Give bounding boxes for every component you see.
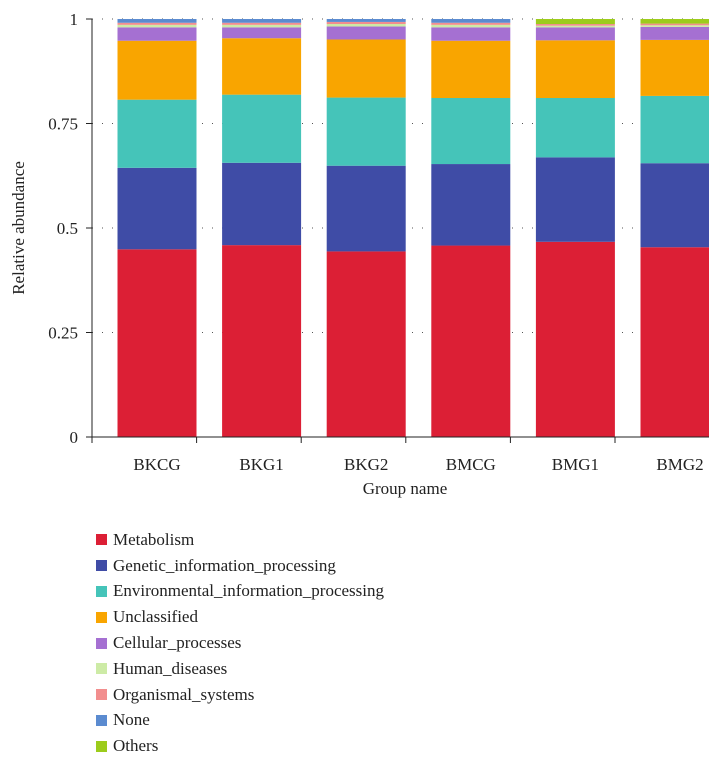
legend-label: Organismal_systems [113, 685, 254, 705]
y-tick-label: 0 [70, 428, 79, 447]
legend-item: Organismal_systems [96, 682, 384, 708]
bar-segment [327, 27, 406, 40]
legend-swatch [96, 534, 107, 545]
bar-segment [641, 25, 709, 27]
legend-item: Others [96, 733, 384, 759]
legend-label: None [113, 710, 150, 730]
legend-item: Human_diseases [96, 656, 384, 682]
y-tick-label: 0.5 [57, 219, 78, 238]
legend: Metabolism Genetic_information_processing… [96, 527, 384, 759]
bar-segment [431, 27, 510, 40]
bar-segment [327, 166, 406, 252]
bar-segment [118, 100, 197, 168]
bar-segment [641, 163, 709, 247]
bar-segment [118, 249, 197, 437]
y-tick-label: 0.25 [48, 324, 78, 343]
x-tick-label: BMCG [446, 455, 496, 474]
bar-segment [222, 245, 301, 437]
bar-segment [327, 39, 406, 97]
bar-segment [536, 242, 615, 437]
bar-segment [431, 164, 510, 246]
legend-label: Cellular_processes [113, 633, 241, 653]
x-tick-label: BKCG [133, 455, 180, 474]
bar-segment [327, 98, 406, 166]
bar-segment [431, 19, 510, 23]
bar-segment [641, 24, 709, 26]
bar-segment [431, 23, 510, 25]
bar-segment [222, 95, 301, 163]
bar-segment [536, 157, 615, 241]
bar-segment [641, 27, 709, 40]
bar-segment [222, 27, 301, 38]
x-tick-label: BMG2 [656, 455, 703, 474]
bar-segment [641, 40, 709, 96]
y-axis-title: Relative abundance [9, 161, 28, 295]
legend-swatch [96, 689, 107, 700]
bar-segment [536, 26, 615, 28]
legend-swatch [96, 586, 107, 597]
legend-label: Others [113, 736, 158, 756]
bar-segment [222, 163, 301, 245]
bar-segment [118, 25, 197, 28]
y-tick-label: 1 [70, 10, 79, 29]
bar-segment [222, 38, 301, 94]
bar-segment [536, 19, 615, 24]
bar-segment [641, 247, 709, 437]
legend-item: Metabolism [96, 527, 384, 553]
legend-swatch [96, 612, 107, 623]
bar-segment [536, 27, 615, 40]
x-axis-title: Group name [363, 479, 448, 498]
bars [118, 19, 709, 437]
bar-segment [118, 168, 197, 250]
legend-swatch [96, 560, 107, 571]
bar-segment [536, 24, 615, 26]
legend-swatch [96, 638, 107, 649]
bar-segment [327, 22, 406, 24]
legend-swatch [96, 715, 107, 726]
legend-item: Cellular_processes [96, 630, 384, 656]
bar-segment [118, 27, 197, 40]
bar-segment [118, 23, 197, 25]
bar-segment [431, 246, 510, 437]
bar-segment [327, 24, 406, 27]
legend-item: None [96, 708, 384, 734]
bar-segment [222, 23, 301, 25]
x-tick-label: BKG1 [239, 455, 283, 474]
bar-segment [118, 19, 197, 23]
bar-segment [118, 41, 197, 100]
bar-segment [431, 25, 510, 28]
bar-segment [536, 40, 615, 98]
bar-segment [327, 251, 406, 437]
legend-item: Unclassified [96, 604, 384, 630]
bar-segment [431, 41, 510, 98]
bar-segment [222, 19, 301, 23]
legend-label: Metabolism [113, 530, 194, 550]
bar-segment [641, 19, 709, 24]
bar-segment [222, 25, 301, 28]
y-tick-label: 0.75 [48, 115, 78, 134]
legend-swatch [96, 741, 107, 752]
bar-segment [327, 19, 406, 22]
legend-label: Genetic_information_processing [113, 556, 336, 576]
legend-item: Genetic_information_processing [96, 553, 384, 579]
bar-segment [536, 98, 615, 157]
x-tick-label: BMG1 [552, 455, 599, 474]
legend-label: Environmental_information_processing [113, 581, 384, 601]
legend-swatch [96, 663, 107, 674]
legend-item: Environmental_information_processing [96, 579, 384, 605]
legend-label: Unclassified [113, 607, 198, 627]
bar-segment [641, 96, 709, 163]
x-tick-label: BKG2 [344, 455, 388, 474]
bar-segment [431, 98, 510, 164]
legend-label: Human_diseases [113, 659, 227, 679]
